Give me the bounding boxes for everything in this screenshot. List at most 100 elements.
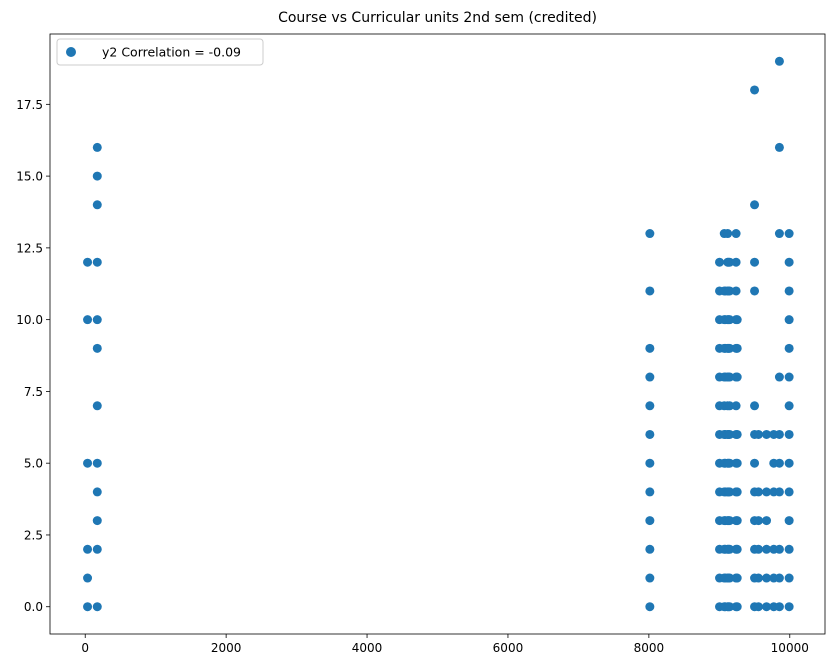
data-point [92, 171, 102, 181]
data-point [645, 401, 655, 411]
data-point [784, 401, 794, 411]
data-point [83, 544, 93, 554]
data-point [750, 286, 760, 296]
data-point [645, 372, 655, 382]
data-point [732, 602, 742, 612]
data-point [83, 257, 93, 267]
data-point [774, 229, 784, 239]
data-point [784, 487, 794, 497]
y-tick-label: 12.5 [16, 241, 43, 255]
data-point [732, 458, 742, 468]
axes-frame [49, 33, 826, 635]
legend-label: y2 Correlation = -0.09 [102, 45, 241, 60]
data-point [753, 487, 763, 497]
data-point [92, 602, 102, 612]
data-point [732, 372, 742, 382]
data-point [725, 458, 735, 468]
data-point [83, 602, 93, 612]
data-point [750, 257, 760, 267]
y-tick-label: 0.0 [24, 600, 43, 614]
x-tick-label: 0 [81, 641, 89, 655]
legend-box [56, 38, 264, 66]
data-point [645, 573, 655, 583]
y-tick-label: 2.5 [24, 528, 43, 542]
data-point [762, 544, 772, 554]
legend: y2 Correlation = -0.09 [56, 38, 264, 66]
chart-title: Course vs Curricular units 2nd sem (cred… [278, 10, 597, 26]
data-point [645, 544, 655, 554]
data-point [774, 458, 784, 468]
y-tick-label: 10.0 [16, 313, 43, 327]
data-point [750, 401, 760, 411]
data-point [645, 229, 655, 239]
data-point [725, 286, 735, 296]
data-point [762, 573, 772, 583]
data-point [723, 229, 733, 239]
data-point [645, 602, 655, 612]
y-tick-label: 5.0 [24, 457, 43, 471]
data-point [645, 458, 655, 468]
data-point [715, 257, 725, 267]
data-point [784, 458, 794, 468]
data-point [762, 516, 772, 526]
data-point [92, 315, 102, 325]
x-tick-label: 4000 [352, 641, 383, 655]
data-point [645, 343, 655, 353]
data-point [784, 343, 794, 353]
data-point [762, 602, 772, 612]
plot-area [83, 56, 794, 612]
data-point [732, 573, 742, 583]
data-point [725, 573, 735, 583]
data-point [92, 401, 102, 411]
data-point [645, 429, 655, 439]
x-tick-label: 6000 [493, 641, 524, 655]
data-point [784, 286, 794, 296]
data-point [732, 516, 742, 526]
data-point [732, 315, 742, 325]
data-point [725, 516, 735, 526]
data-point [725, 372, 735, 382]
data-point [753, 516, 763, 526]
data-point [645, 286, 655, 296]
data-point [774, 602, 784, 612]
data-point [784, 315, 794, 325]
data-point [92, 343, 102, 353]
data-point [753, 602, 763, 612]
data-point [732, 544, 742, 554]
data-point [725, 602, 735, 612]
data-point [753, 573, 763, 583]
data-point [774, 56, 784, 66]
y-tick-label: 17.5 [16, 98, 43, 112]
data-point [83, 458, 93, 468]
data-point [784, 257, 794, 267]
data-point [92, 257, 102, 267]
data-point [725, 544, 735, 554]
data-point [774, 142, 784, 152]
y-tick-label: 7.5 [24, 385, 43, 399]
data-point [725, 487, 735, 497]
data-point [784, 573, 794, 583]
data-point [645, 487, 655, 497]
data-point [774, 372, 784, 382]
data-point [92, 458, 102, 468]
data-point [784, 516, 794, 526]
y-axis: 0.0 2.5 5.0 7.5 10.0 12.5 15.0 17.5 [16, 98, 50, 614]
data-point [725, 257, 735, 267]
y-tick-label: 15.0 [16, 170, 43, 184]
data-point [725, 401, 735, 411]
data-point [762, 429, 772, 439]
data-point [774, 487, 784, 497]
data-point [92, 200, 102, 210]
data-point [784, 372, 794, 382]
data-point [774, 429, 784, 439]
data-point [731, 257, 741, 267]
data-point [92, 544, 102, 554]
data-point [732, 429, 742, 439]
data-point [92, 516, 102, 526]
data-point [784, 429, 794, 439]
data-point [725, 429, 735, 439]
data-point [83, 573, 93, 583]
data-point [731, 401, 741, 411]
data-point [731, 229, 741, 239]
